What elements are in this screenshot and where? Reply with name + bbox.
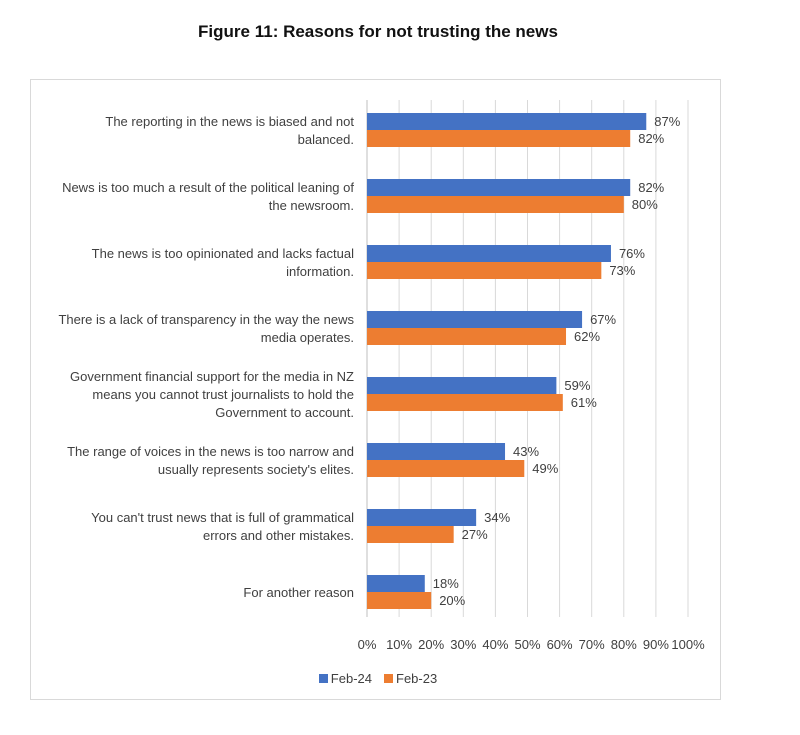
data-label: 49% [532, 461, 558, 476]
legend-label: Feb-24 [330, 671, 372, 686]
legend-label: Feb-23 [396, 671, 438, 686]
category-label: Government financial support for the med… [70, 369, 354, 420]
bar-feb-23 [367, 394, 563, 411]
chart-title: Figure 11: Reasons for not trusting the … [198, 22, 558, 41]
data-label: 59% [564, 378, 590, 393]
data-label: 43% [513, 444, 539, 459]
bar-feb-24 [367, 311, 583, 328]
data-label: 80% [632, 197, 658, 212]
data-label: 73% [609, 263, 635, 278]
x-tick-label: 100% [671, 637, 705, 652]
bar-feb-23 [367, 592, 432, 609]
category-label: For another reason [243, 585, 354, 600]
bar-feb-23 [367, 526, 454, 543]
category-label: There is a lack of transparency in the w… [58, 312, 354, 345]
legend-item-feb-23: Feb-23 [384, 671, 437, 686]
chart-frame [30, 79, 721, 700]
x-tick-label: 40% [482, 637, 508, 652]
data-label: 62% [574, 329, 600, 344]
bar-feb-23 [367, 328, 567, 345]
x-tick-label: 50% [514, 637, 540, 652]
bar-feb-23 [367, 196, 624, 213]
x-tick-label: 90% [643, 637, 669, 652]
bar-feb-24 [367, 377, 557, 394]
data-label: 18% [433, 576, 459, 591]
chart-legend: Feb-24 Feb-23 [0, 671, 756, 686]
data-label: 87% [654, 114, 680, 129]
category-label: The range of voices in the news is too n… [67, 444, 354, 477]
bar-feb-24 [367, 179, 631, 196]
bar-feb-24 [367, 113, 647, 130]
data-label: 27% [462, 527, 488, 542]
legend-swatch [318, 674, 328, 683]
x-tick-label: 70% [579, 637, 605, 652]
bar-feb-23 [367, 460, 525, 477]
data-label: 34% [484, 510, 510, 525]
x-tick-label: 20% [418, 637, 444, 652]
x-tick-label: 80% [611, 637, 637, 652]
bar-feb-24 [367, 245, 611, 262]
data-label: 67% [590, 312, 616, 327]
category-label: You can't trust news that is full of gra… [91, 510, 354, 543]
legend-swatch [384, 674, 393, 683]
x-tick-label: 10% [386, 637, 412, 652]
x-tick-label: 30% [450, 637, 476, 652]
data-label: 82% [638, 180, 664, 195]
bar-feb-23 [367, 130, 631, 147]
category-label: News is too much a result of the politic… [62, 180, 354, 213]
bar-feb-23 [367, 262, 602, 279]
x-tick-label: 0% [358, 637, 377, 652]
data-label: 20% [439, 593, 465, 608]
category-label: The reporting in the news is biased and … [105, 114, 354, 147]
data-label: 61% [571, 395, 597, 410]
data-label: 76% [619, 246, 645, 261]
legend-item-feb-24: Feb-24 [318, 671, 372, 686]
bar-feb-24 [367, 443, 506, 460]
bar-feb-24 [367, 575, 425, 592]
category-label: The news is too opinionated and lacks fa… [92, 246, 354, 279]
data-label: 82% [638, 131, 664, 146]
x-tick-label: 60% [547, 637, 573, 652]
bar-feb-24 [367, 509, 477, 526]
